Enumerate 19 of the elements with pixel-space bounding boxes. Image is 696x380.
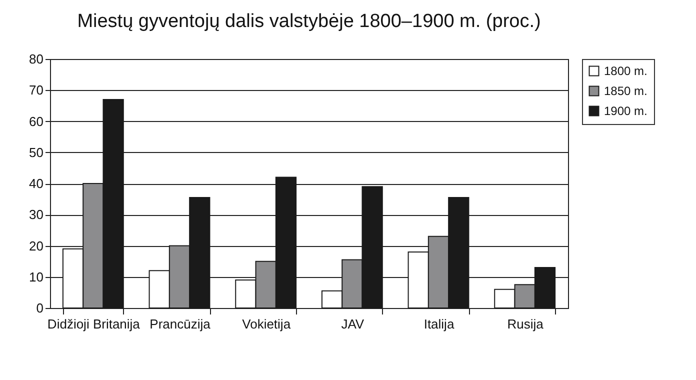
x-tick-label: Rusija <box>507 316 544 332</box>
y-tick-label: 20 <box>29 238 44 254</box>
legend-label: 1800 m. <box>604 64 648 78</box>
y-tick-label: 30 <box>29 207 44 222</box>
y-tick-label: 70 <box>29 82 44 98</box>
chart-title: Miestų gyventojų dalis valstybėje 1800–1900 m. (proc.) <box>77 11 541 32</box>
x-tick-label: Vokietija <box>242 316 292 332</box>
x-tick-label: Prancūzija <box>150 316 212 332</box>
y-tick-label: 0 <box>36 300 44 316</box>
y-tick-label: 80 <box>29 52 44 66</box>
x-tick-label: JAV <box>341 316 364 332</box>
y-tick-label: 40 <box>29 176 44 191</box>
x-tick-label: Italija <box>424 316 455 332</box>
y-tick-label: 50 <box>29 144 44 160</box>
legend-label: 1850 m. <box>604 84 648 98</box>
legend-label: 1900 m. <box>604 104 648 118</box>
y-tick-label: 60 <box>29 114 44 129</box>
x-tick-label: Didžioji Britanija <box>47 316 141 332</box>
y-tick-label: 10 <box>29 269 44 284</box>
